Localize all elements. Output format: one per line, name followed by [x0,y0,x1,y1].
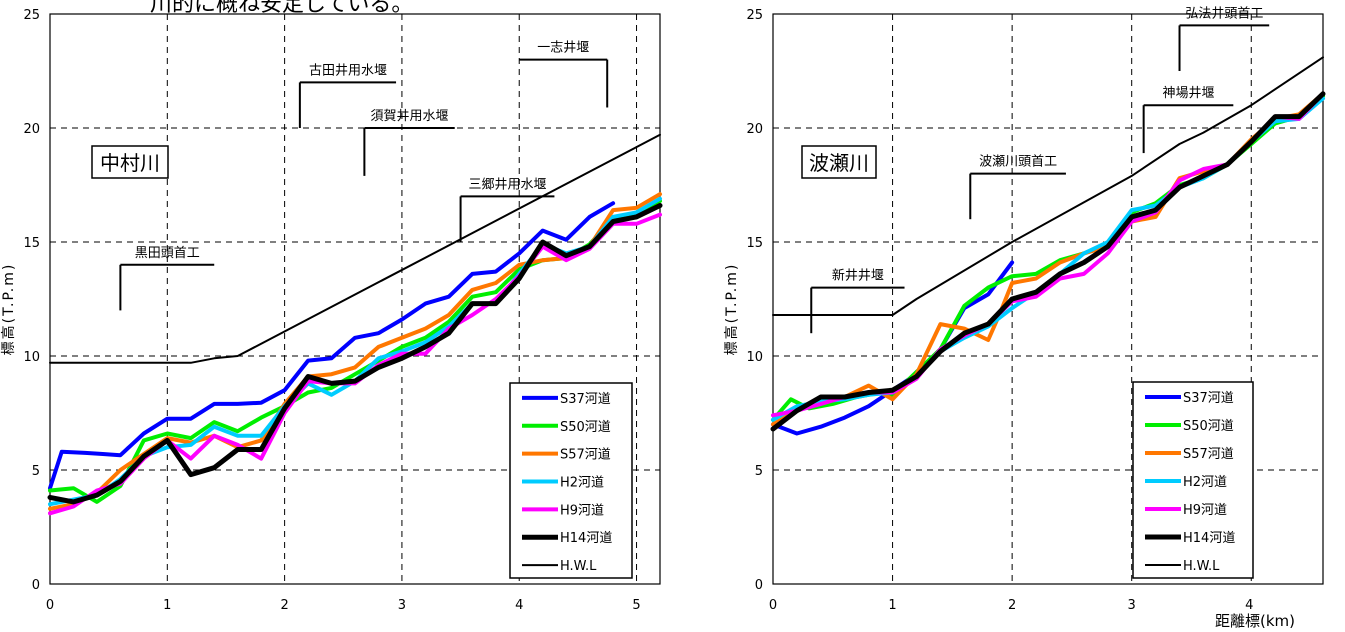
x-tick-label: 3 [398,598,406,613]
top-caption: 川的に概ね安定している。 [150,0,414,17]
y-tick-label: 5 [755,464,763,479]
series-line-H.W.L [49,133,661,364]
annotation-label: 黒田頭首工 [135,246,200,261]
y-tick-label: 5 [32,464,40,479]
legend-label: H.W.L [560,559,597,574]
legend-label: S50河道 [1183,419,1234,434]
plot-frame [772,13,1324,585]
y-tick-label: 25 [23,8,40,23]
x-tick-label: 4 [515,598,523,613]
legend-label: H2河道 [560,476,604,491]
annotation-label: 三郷井用水堰 [468,177,546,192]
x-tick-label: 1 [163,598,171,613]
x-tick-label: 5 [632,598,640,613]
series-line-S57河道 [771,91,1325,427]
river-name-box [801,145,877,179]
legend-label: S50河道 [560,420,611,435]
plot-frame [49,13,661,585]
y-tick-label: 15 [746,236,763,251]
annotation-label: 古田井用水堰 [309,63,387,78]
legend-label: H2河道 [1183,475,1227,490]
river-name: 中村川 [100,151,160,175]
legend-label: H9河道 [560,503,604,518]
annotation-label: 新井井堰 [832,268,884,284]
series-line-H9河道 [771,91,1325,418]
annotation-label: 須賀井用水堰 [371,109,449,124]
annotation-label: 波瀬川頭首工 [979,155,1057,170]
legend-label: H14河道 [560,531,612,546]
x-tick-label: 2 [280,598,288,613]
y-tick-label: 10 [23,350,40,365]
legend-label: S57河道 [560,448,611,463]
annotation-label: 弘法井頭首工 [1185,6,1263,21]
annotation-label: 神場井堰 [1162,86,1214,101]
annotation-label: 一志井堰 [537,41,589,56]
x-tick-label: 4 [1245,598,1253,613]
y-tick-label: 25 [746,8,763,23]
series-line-H14河道 [47,203,663,505]
chart-hase: 0 1 2 3 4 0 5 10 15 20 25 標高(T.P.m) 新井井堰 波瀬川頭首工 神場井堰 弘法… [723,6,1326,613]
x-tick-label: 3 [1128,598,1136,613]
x-tick-label: 0 [769,598,777,613]
series-line-H14河道 [770,91,1326,432]
y-tick-label: 15 [23,236,40,251]
legend-label: S37河道 [1183,391,1234,406]
series-line-S37河道 [48,201,616,491]
x-axis-label: 距離標(km) [1215,612,1295,630]
x-tick-label: 1 [888,598,896,613]
x-tick-label: 0 [46,598,54,613]
series-line-H.W.L [772,56,1324,316]
series-line-S50河道 [771,94,1325,422]
y-tick-label: 0 [755,578,763,593]
river-name: 波瀬川 [809,151,869,175]
chart-nakamura: 0 1 2 3 4 5 0 5 10 15 20 25 標高(T.P.m) 黒田頭首工 古田井用水堰須賀井用… [0,8,663,613]
river-name-box [91,145,169,179]
y-tick-label: 0 [32,578,40,593]
legend-label: S37河道 [560,392,611,407]
legend-label: S57河道 [1183,447,1234,462]
legend-label: H9河道 [1183,503,1227,518]
legend-label: H.W.L [1183,559,1220,574]
y-tick-label: 20 [23,122,40,137]
legend-label: H14河道 [1183,531,1235,546]
x-tick-label: 2 [1008,598,1016,613]
y-axis-label: 標高(T.P.m) [723,263,740,356]
y-axis-label: 標高(T.P.m) [0,263,17,356]
y-tick-label: 10 [746,350,763,365]
y-tick-label: 20 [746,122,763,137]
